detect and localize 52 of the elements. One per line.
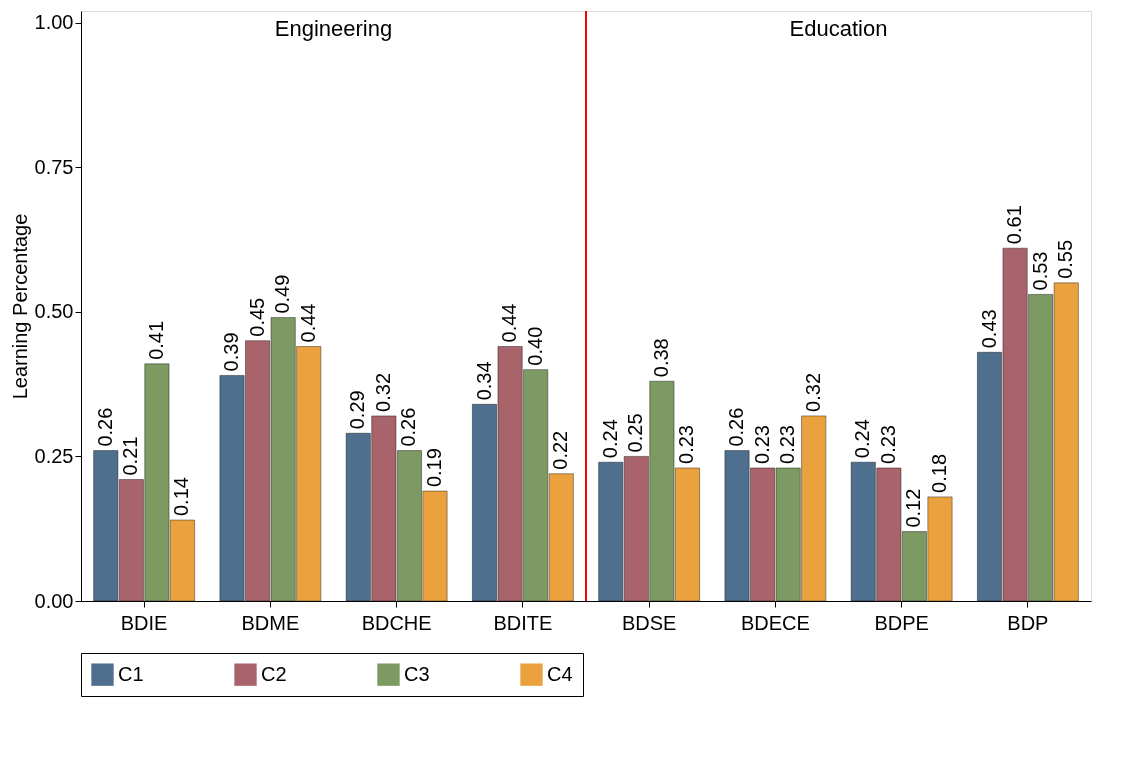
data-label: 0.53 [1028, 251, 1051, 291]
data-label: 0.22 [549, 430, 572, 470]
data-label: 0.44 [498, 303, 521, 343]
data-label: 0.23 [750, 425, 773, 464]
x-tick-label: BDP [1007, 611, 1049, 634]
data-label: 0.40 [523, 326, 546, 366]
legend-label: C4 [547, 662, 573, 685]
x-tick-label: BDECE [740, 611, 810, 634]
data-label: 0.34 [472, 361, 495, 401]
legend-label: C2 [261, 662, 287, 685]
data-label: 0.32 [371, 372, 394, 412]
data-label: 0.23 [776, 425, 799, 464]
data-label: 0.14 [170, 477, 193, 517]
data-label: 0.19 [422, 448, 445, 488]
x-tick-label: BDITE [493, 611, 553, 634]
data-label: 0.45 [245, 297, 268, 337]
y-tick-label: 1.00 [34, 11, 74, 34]
data-label: 0.23 [876, 425, 899, 464]
data-label: 0.26 [93, 407, 116, 447]
data-label: 0.26 [397, 407, 420, 447]
y-tick-label: 0.50 [34, 300, 74, 323]
data-label: 0.18 [927, 453, 950, 493]
data-label: 0.41 [144, 320, 167, 360]
x-tick-label: BDPE [874, 611, 929, 634]
y-tick-label: 0.75 [34, 155, 74, 178]
legend-label: C3 [404, 662, 430, 685]
x-tick-label: BDIE [120, 611, 168, 634]
legend-label: C1 [118, 662, 144, 685]
data-label: 0.12 [902, 488, 925, 528]
annotation: Education [789, 16, 888, 41]
data-label: 0.25 [624, 413, 647, 453]
x-tick-label: BDME [241, 611, 300, 634]
y-tick-label: 0.25 [34, 444, 74, 467]
x-tick-label: BDCHE [361, 611, 432, 634]
y-tick-label: 0.00 [34, 589, 74, 612]
data-label: 0.43 [977, 309, 1000, 349]
data-label: 0.23 [675, 425, 698, 464]
data-label: 0.49 [271, 274, 294, 314]
data-label: 0.38 [649, 338, 672, 378]
data-label: 0.32 [801, 372, 824, 412]
data-label: 0.24 [851, 419, 874, 459]
annotation: Engineering [274, 16, 393, 41]
x-tick-label: BDSE [621, 611, 677, 634]
data-label: 0.29 [346, 390, 369, 430]
data-label: 0.39 [220, 332, 243, 372]
y-axis-title: Learning Percentage [8, 213, 31, 400]
data-label: 0.44 [296, 303, 319, 343]
data-label: 0.24 [598, 419, 621, 459]
data-label: 0.61 [1003, 205, 1026, 245]
data-label: 0.21 [119, 436, 142, 476]
data-label: 0.26 [725, 407, 748, 447]
data-label: 0.55 [1054, 239, 1077, 279]
